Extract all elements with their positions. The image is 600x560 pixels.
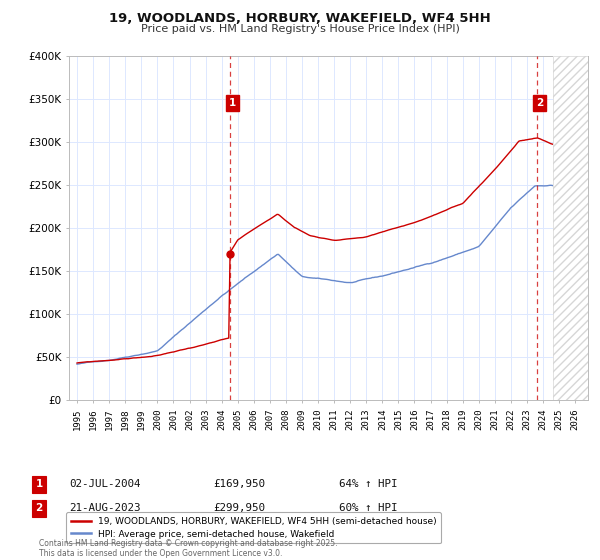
Text: £299,950: £299,950	[213, 503, 265, 514]
Bar	[553, 56, 600, 400]
Text: £169,950: £169,950	[213, 479, 265, 489]
Text: 1: 1	[35, 479, 43, 489]
Text: 2: 2	[35, 503, 43, 514]
Text: 64% ↑ HPI: 64% ↑ HPI	[339, 479, 397, 489]
Text: 1: 1	[229, 99, 236, 108]
Text: 21-AUG-2023: 21-AUG-2023	[69, 503, 140, 514]
Text: 02-JUL-2004: 02-JUL-2004	[69, 479, 140, 489]
Legend: 19, WOODLANDS, HORBURY, WAKEFIELD, WF4 5HH (semi-detached house), HPI: Average p: 19, WOODLANDS, HORBURY, WAKEFIELD, WF4 5…	[67, 512, 441, 543]
Text: 2: 2	[536, 99, 543, 108]
Bar	[553, 56, 600, 400]
Text: 60% ↑ HPI: 60% ↑ HPI	[339, 503, 397, 514]
Text: Contains HM Land Registry data © Crown copyright and database right 2025.
This d: Contains HM Land Registry data © Crown c…	[39, 539, 337, 558]
Text: Price paid vs. HM Land Registry's House Price Index (HPI): Price paid vs. HM Land Registry's House …	[140, 24, 460, 34]
Text: 19, WOODLANDS, HORBURY, WAKEFIELD, WF4 5HH: 19, WOODLANDS, HORBURY, WAKEFIELD, WF4 5…	[109, 12, 491, 25]
